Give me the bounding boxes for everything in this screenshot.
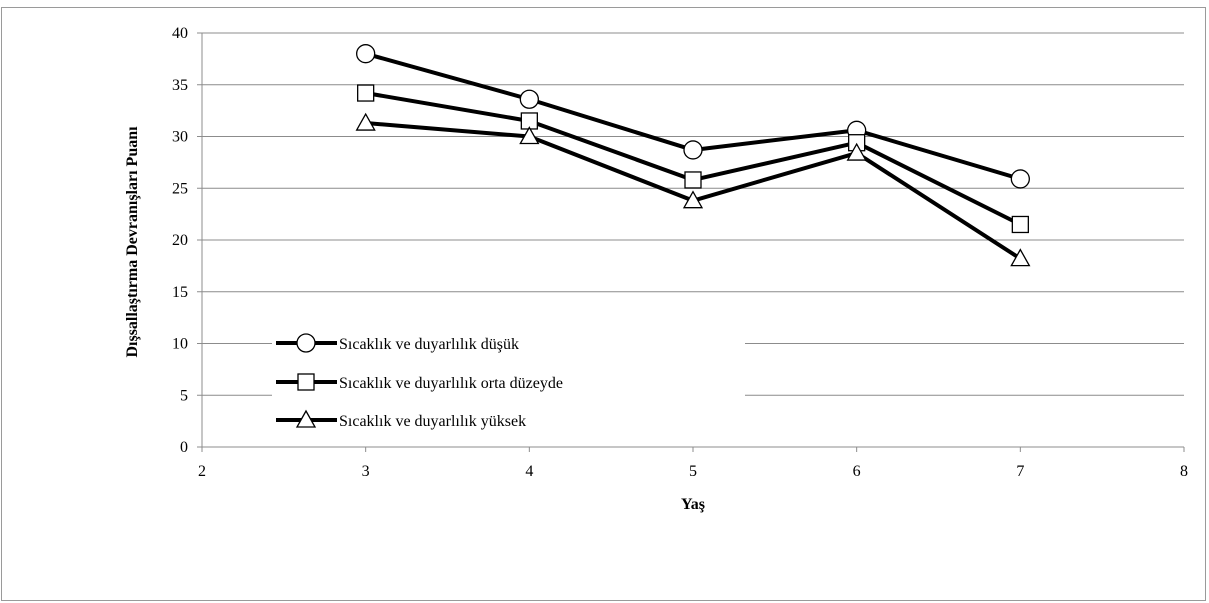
x-tick-label: 2 — [198, 463, 206, 480]
axes: 0 5 10 15 20 25 30 35 40 2 3 4 5 6 7 8 — [172, 25, 1188, 480]
series-square — [357, 84, 1029, 234]
legend-item-square: Sıcaklık ve duyarlılık orta düzeyde — [276, 373, 563, 392]
x-tick-label: 7 — [1016, 463, 1024, 480]
series-circle — [356, 44, 1030, 189]
data-point-triangle — [519, 126, 540, 145]
data-point-circle — [1010, 169, 1030, 189]
y-tick-label: 40 — [172, 25, 188, 42]
legend-marker — [297, 373, 315, 391]
data-point-circle — [519, 89, 539, 109]
y-tick-label: 10 — [172, 336, 188, 353]
legend-marker — [295, 409, 317, 428]
data-point-circle — [683, 140, 703, 160]
legend-item-triangle: Sıcaklık ve duyarlılık yüksek — [276, 409, 526, 430]
legend-label: Sıcaklık ve duyarlılık orta düzeyde — [339, 375, 563, 392]
y-axis-title: Dışsallaştırma Devranışları Puanı — [124, 126, 141, 358]
legend-label: Sıcaklık ve duyarlılık düşük — [339, 336, 519, 353]
y-tick-label: 5 — [180, 387, 188, 404]
data-point-triangle — [682, 190, 704, 209]
data-point-circle — [356, 44, 376, 64]
y-tick-label: 0 — [180, 439, 188, 456]
data-point-triangle — [355, 112, 376, 131]
legend-marker — [296, 333, 316, 353]
y-tick-label: 30 — [172, 129, 188, 146]
x-tick-label: 8 — [1180, 463, 1188, 480]
legend: Sıcaklık ve duyarlılık düşük Sıcaklık ve … — [276, 333, 563, 430]
series-layer — [355, 44, 1031, 267]
y-tick-label: 25 — [172, 180, 188, 197]
x-tick-label: 5 — [689, 463, 697, 480]
y-tick-label: 20 — [172, 232, 188, 249]
x-tick-label: 3 — [362, 463, 370, 480]
series-line — [365, 51, 1021, 181]
data-point-triangle — [846, 142, 867, 161]
x-axis-title: Yaş — [681, 496, 705, 513]
y-tick-label: 15 — [172, 284, 188, 301]
data-point-square — [684, 171, 702, 189]
series-triangle — [355, 112, 1031, 267]
data-point-square — [357, 84, 375, 102]
data-point-triangle — [1010, 248, 1031, 267]
legend-item-circle: Sıcaklık ve duyarlılık düşük — [276, 333, 519, 353]
y-tick-label: 35 — [172, 77, 188, 94]
x-tick-label: 4 — [525, 463, 533, 480]
data-point-square — [1011, 215, 1029, 234]
x-tick-label: 6 — [853, 463, 861, 480]
legend-label: Sıcaklık ve duyarlılık yüksek — [339, 413, 526, 430]
